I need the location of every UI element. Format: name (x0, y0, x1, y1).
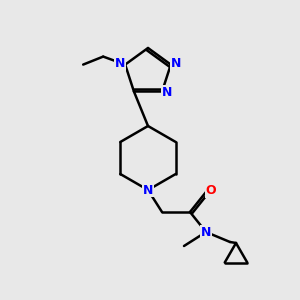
Text: O: O (206, 184, 216, 197)
Text: N: N (115, 57, 125, 70)
Text: N: N (143, 184, 153, 196)
Text: N: N (162, 86, 172, 99)
Text: N: N (171, 57, 181, 70)
Text: N: N (201, 226, 211, 238)
